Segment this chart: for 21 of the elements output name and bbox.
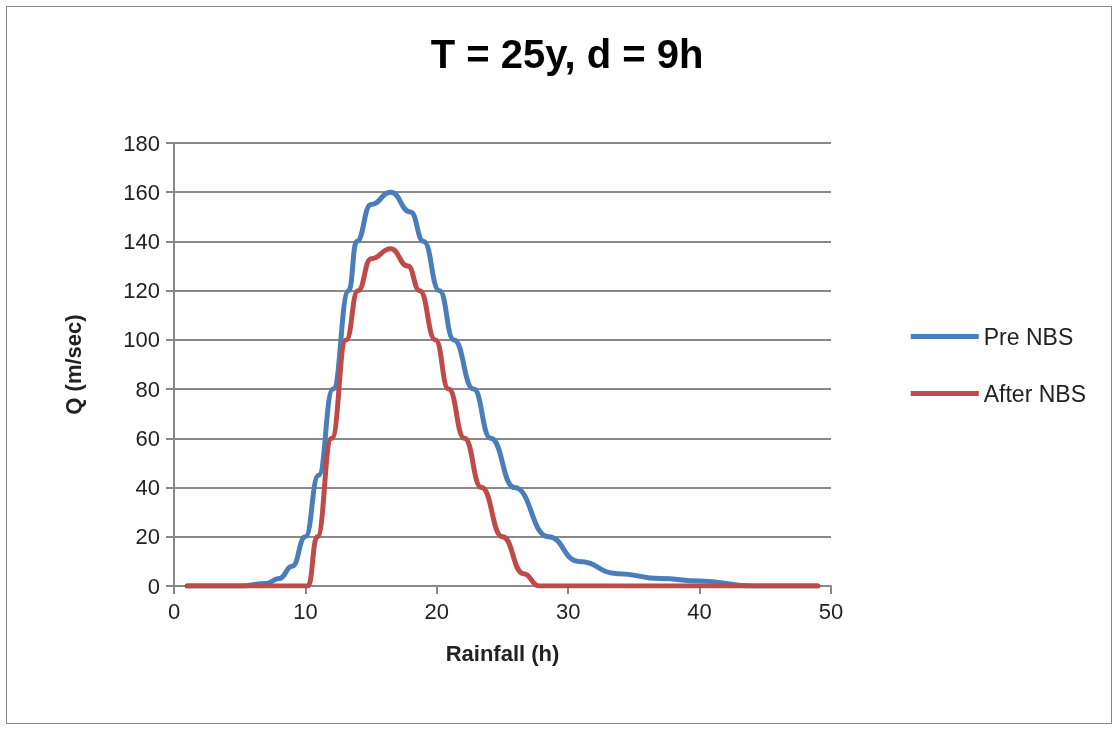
legend-label: After NBS xyxy=(983,380,1087,407)
x-tick-label: 20 xyxy=(424,598,450,624)
y-tick-label: 160 xyxy=(123,179,160,205)
y-tick-label: 80 xyxy=(135,376,160,402)
chart-title: T = 25y, d = 9h xyxy=(430,32,704,76)
x-tick-label: 10 xyxy=(293,598,318,624)
y-tick-label: 180 xyxy=(123,130,160,156)
x-tick-label: 0 xyxy=(167,598,181,624)
y-axis-title: Q (m/sec) xyxy=(60,314,86,415)
x-tick-label: 30 xyxy=(555,598,581,624)
y-tick-label: 120 xyxy=(123,278,160,304)
y-tick-label: 100 xyxy=(123,327,160,353)
y-tick-label: 0 xyxy=(147,573,160,599)
y-tick-label: 60 xyxy=(135,425,160,451)
legend-label: Pre NBS xyxy=(983,323,1074,350)
x-axis-title: Rainfall (h) xyxy=(445,640,560,666)
y-tick-label: 40 xyxy=(135,475,160,501)
y-tick-label: 140 xyxy=(123,228,160,254)
x-tick-label: 40 xyxy=(687,598,712,624)
x-tick-label: 50 xyxy=(818,598,844,624)
y-tick-label: 20 xyxy=(135,524,160,550)
